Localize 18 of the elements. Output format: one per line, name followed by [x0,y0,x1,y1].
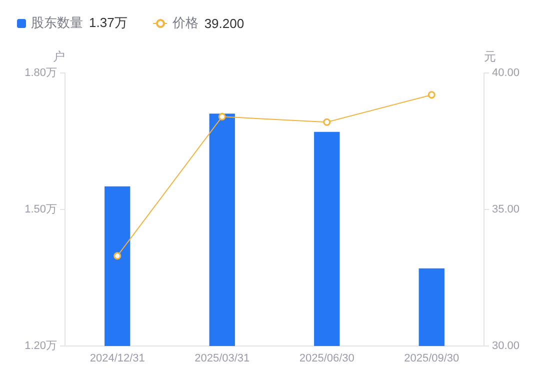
y2-tick-label: 40.00 [492,67,520,80]
point [218,112,226,120]
x-tick-label: 2024/12/31 [90,352,145,365]
y-tick-label: 1.80万 [24,67,57,80]
point [323,118,331,126]
y-tick-label: 1.20万 [24,340,57,352]
x-tick-label: 2025/09/30 [404,352,460,365]
y2-tick-label: 35.00 [492,204,520,216]
y-axis-title: 户 [53,49,65,64]
y2-axis-title: 元 [484,49,496,64]
x-tick-label: 2025/06/30 [299,352,354,365]
legend-label: 价格 39.200 [172,14,244,32]
y2-tick-label: 30.00 [492,340,520,352]
x-tick-label: 2025/03/31 [194,352,250,365]
point [428,91,436,99]
point [114,252,122,260]
y-tick-label: 1.50万 [24,204,57,216]
legend-label: 股东数量 1.37万 [31,14,128,32]
